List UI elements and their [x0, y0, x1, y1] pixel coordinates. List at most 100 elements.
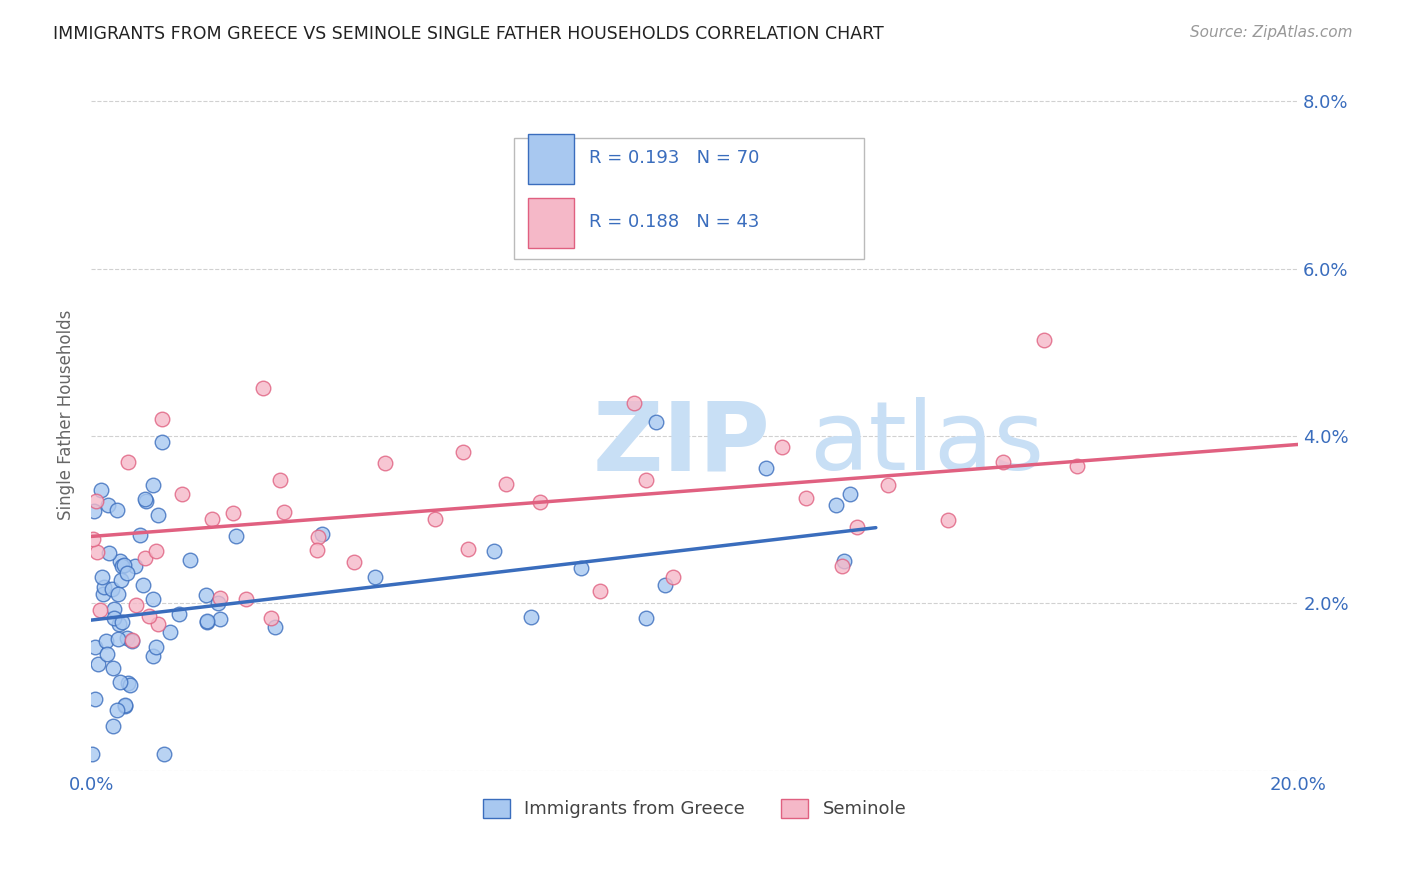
Point [770, 440, 793, 454]
Point [105, 703, 128, 717]
Point [153, 747, 176, 761]
Point [273, 505, 295, 519]
Point [520, 610, 543, 624]
Point [225, 529, 247, 543]
Point [145, 543, 167, 558]
Point [194, 588, 217, 602]
Point [96, 634, 118, 648]
Point [305, 542, 328, 557]
Y-axis label: Single Father Households: Single Father Households [58, 310, 75, 520]
FancyBboxPatch shape [529, 135, 574, 184]
Text: R = 0.193   N = 70: R = 0.193 N = 70 [589, 149, 759, 167]
Text: Source: ZipAtlas.com: Source: ZipAtlas.com [1189, 25, 1353, 40]
Point [83, 691, 105, 706]
Point [307, 530, 329, 544]
Point [451, 444, 474, 458]
Point [121, 633, 143, 648]
Point [145, 640, 167, 654]
Point [195, 615, 218, 630]
Point [101, 661, 124, 675]
Point [97, 498, 120, 512]
Point [342, 555, 364, 569]
Point [150, 412, 173, 426]
Point [636, 611, 658, 625]
Point [991, 455, 1014, 469]
Text: IMMIGRANTS FROM GREECE VS SEMINOLE SINGLE FATHER HOUSEHOLDS CORRELATION CHART: IMMIGRANTS FROM GREECE VS SEMINOLE SINGL… [53, 25, 884, 43]
Point [105, 502, 128, 516]
Point [82, 532, 104, 546]
Point [876, 477, 898, 491]
Point [110, 559, 132, 574]
Point [146, 617, 169, 632]
Point [121, 634, 143, 648]
Point [114, 698, 136, 712]
Point [108, 554, 131, 568]
Point [195, 614, 218, 628]
Point [138, 609, 160, 624]
Point [107, 587, 129, 601]
Point [936, 513, 959, 527]
Point [98, 545, 121, 559]
Point [108, 617, 131, 632]
Point [209, 612, 232, 626]
Point [91, 570, 114, 584]
Point [110, 674, 132, 689]
Point [115, 632, 138, 646]
Point [150, 434, 173, 449]
Point [235, 592, 257, 607]
Point [87, 657, 110, 671]
Point [132, 577, 155, 591]
Point [93, 580, 115, 594]
Point [110, 573, 132, 587]
Point [482, 544, 505, 558]
Point [662, 570, 685, 584]
Text: R = 0.188   N = 43: R = 0.188 N = 43 [589, 212, 759, 231]
Point [83, 504, 105, 518]
Point [103, 719, 125, 733]
FancyBboxPatch shape [529, 198, 574, 248]
Point [208, 591, 231, 606]
Point [118, 678, 141, 692]
Point [84, 494, 107, 508]
Point [135, 494, 157, 508]
Point [1032, 333, 1054, 347]
Point [141, 592, 163, 607]
Point [207, 597, 229, 611]
FancyBboxPatch shape [513, 138, 863, 259]
Point [644, 415, 666, 429]
Point [142, 478, 165, 492]
Point [96, 647, 118, 661]
Point [90, 483, 112, 497]
Point [529, 495, 551, 509]
Point [654, 578, 676, 592]
Point [86, 545, 108, 559]
Point [264, 620, 287, 634]
Point [159, 625, 181, 640]
Legend: Immigrants from Greece, Seminole: Immigrants from Greece, Seminole [475, 792, 914, 826]
Point [839, 487, 862, 501]
Point [112, 558, 135, 573]
Point [101, 582, 124, 597]
Point [1066, 459, 1088, 474]
Point [141, 648, 163, 663]
Point [134, 491, 156, 506]
Point [124, 558, 146, 573]
Point [89, 603, 111, 617]
Point [146, 508, 169, 522]
Point [569, 561, 592, 575]
Point [794, 491, 817, 506]
Point [82, 747, 104, 761]
Point [636, 473, 658, 487]
Point [172, 487, 194, 501]
Point [457, 542, 479, 557]
Point [374, 456, 396, 470]
Point [201, 512, 224, 526]
Point [103, 602, 125, 616]
Point [91, 587, 114, 601]
Point [128, 528, 150, 542]
Point [114, 699, 136, 714]
Point [84, 640, 107, 655]
Point [134, 550, 156, 565]
Point [111, 615, 134, 629]
Point [103, 611, 125, 625]
